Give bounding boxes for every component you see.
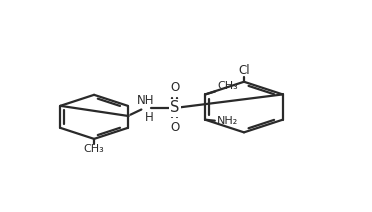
Text: CH₃: CH₃: [217, 81, 238, 91]
Text: Cl: Cl: [239, 64, 250, 77]
Text: NH₂: NH₂: [217, 116, 238, 126]
Text: O: O: [170, 81, 179, 95]
Text: H: H: [144, 112, 153, 124]
Text: S: S: [170, 100, 179, 115]
Text: CH₃: CH₃: [84, 144, 105, 154]
Text: O: O: [170, 121, 179, 134]
Text: NH: NH: [137, 94, 155, 107]
